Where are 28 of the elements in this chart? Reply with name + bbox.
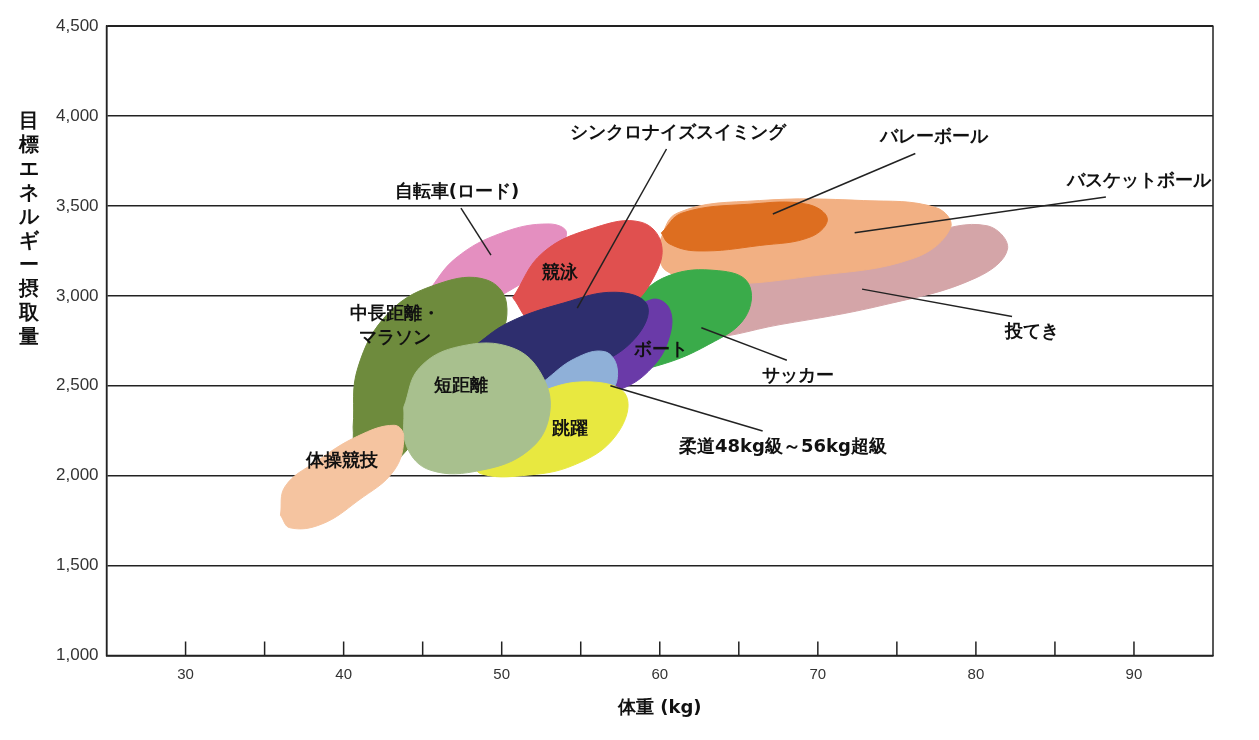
x-tick-label: 60	[651, 664, 669, 682]
text: バスケットボール	[1066, 168, 1213, 190]
x-tick-label: 30	[177, 664, 194, 682]
x-axis-title: 体重 (kg)	[616, 695, 702, 717]
y-tick-label: 3,000	[55, 285, 99, 305]
y-tick-label: 3,500	[55, 195, 99, 215]
y-tick-label: 4,000	[55, 105, 99, 125]
y-tick-label: 2,000	[55, 465, 99, 485]
series-label: 跳躍	[551, 416, 589, 438]
x-tick-label: 70	[809, 664, 827, 682]
x-tick-label: 90	[1125, 664, 1143, 682]
x-tick-label: 50	[493, 664, 511, 682]
series-label: 短距離	[433, 373, 489, 395]
series-label: 自転車(ロード)	[394, 179, 520, 201]
x-tick-label: 80	[967, 664, 985, 682]
y-tick-label: 1,000	[55, 645, 99, 665]
text: 投てき	[1004, 320, 1060, 342]
y-tick-label: 2,500	[55, 375, 99, 395]
text: バレーボール	[879, 125, 990, 147]
text: 柔道48kg級～56kg超級	[678, 434, 887, 456]
y-tick-label: 1,500	[55, 555, 99, 575]
text: シンクロナイズスイミング	[570, 120, 788, 142]
x-tick-label: 40	[335, 664, 352, 682]
series-label: 体操競技	[305, 449, 380, 471]
text: 目標エネルギー摂取量	[19, 108, 39, 348]
y-tick-label: 4,500	[55, 15, 99, 35]
text: サッカー	[762, 363, 835, 385]
series-label: 競泳	[541, 261, 580, 283]
